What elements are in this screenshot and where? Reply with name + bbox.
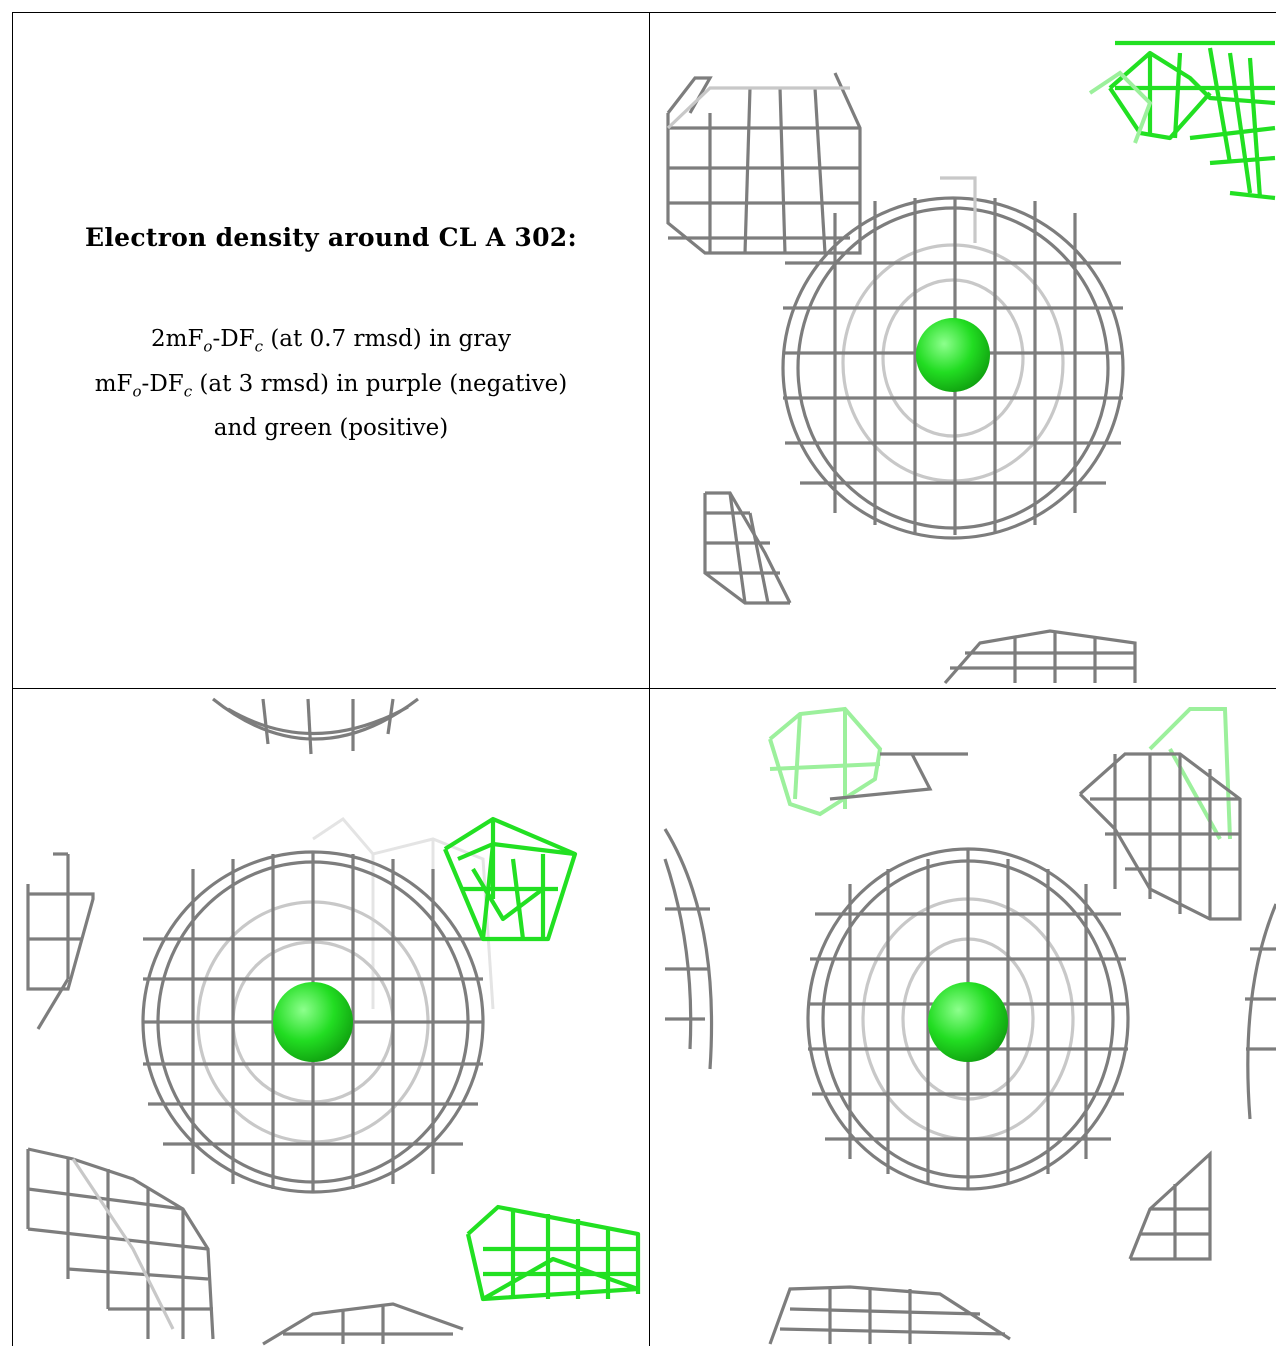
green-mesh-positive: [465, 1204, 641, 1302]
gray-mesh-fragment: [943, 629, 1137, 685]
legend-line-mfo: mFo-DFc (at 3 rmsd) in purple (negative): [94, 370, 568, 401]
legend-line-2mfo: 2mFo-DFc (at 0.7 rmsd) in gray: [151, 326, 511, 356]
chloride-sphere: [928, 982, 1008, 1062]
green-mesh-positive: [1108, 40, 1276, 201]
chloride-sphere: [916, 318, 990, 392]
gray-mesh-fragment: [703, 491, 792, 605]
gray-mesh-sphere: [781, 176, 1125, 540]
gray-mesh-fragment: [663, 828, 714, 1070]
green-mesh-positive: [443, 816, 578, 942]
gray-mesh-fragment: [1245, 903, 1276, 1120]
gray-mesh-fragment: [829, 752, 968, 801]
legend-line-positive: and green (positive): [213, 415, 449, 442]
gray-mesh-fragment: [212, 697, 419, 755]
chloride-sphere: [273, 982, 353, 1062]
green-mesh-faint: [768, 706, 1232, 840]
panel-grid: [12, 12, 1276, 1346]
green-mesh-faint: [1088, 70, 1153, 144]
mesh-scene: [663, 706, 1276, 1345]
gray-mesh-fragment: [26, 852, 95, 1030]
gray-mesh-fragment: [1128, 1150, 1212, 1261]
caption-panel: Electron density around CL A 302: 2mFo-D…: [13, 13, 649, 688]
density-view-top-right: [650, 13, 1276, 688]
gray-mesh-fragment: [26, 1147, 215, 1340]
mesh-scene: [666, 40, 1276, 685]
density-view-bottom-right: [650, 689, 1276, 1346]
grid-horizontal-divider: [12, 688, 1276, 689]
gray-mesh-fragment: [768, 1285, 1011, 1345]
gray-mesh-fragment: [1078, 752, 1242, 921]
caption-legend: 2mFo-DFc (at 0.7 rmsd) in gray mFo-DFc (…: [13, 321, 649, 447]
mesh-scene: [26, 697, 641, 1346]
caption-title: Electron density around CL A 302:: [84, 223, 578, 252]
grid-vertical-divider: [649, 12, 650, 1346]
gray-mesh-fragment: [666, 72, 862, 255]
density-view-bottom-left: [13, 689, 649, 1346]
gray-mesh-fragment: [262, 1302, 464, 1346]
